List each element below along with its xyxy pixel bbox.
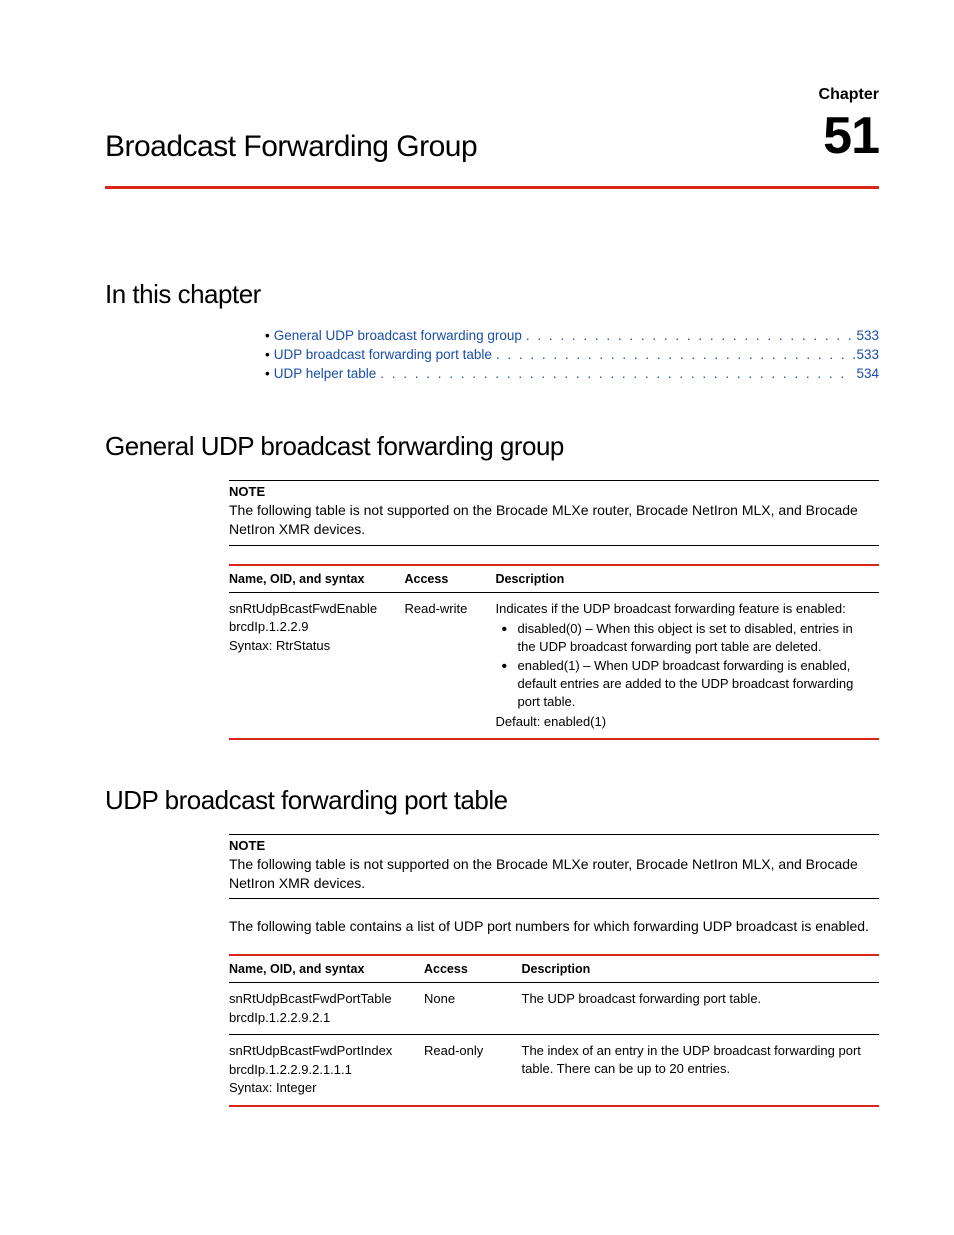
toc-leader: . . . . . . . . . . . . . . . . . . . . … xyxy=(376,366,856,381)
desc-bullet: enabled(1) – When UDP broadcast forwardi… xyxy=(518,657,872,710)
section-heading-in-this-chapter: In this chapter xyxy=(105,279,879,310)
table-row: snRtUdpBcastFwdEnable brcdIp.1.2.2.9 Syn… xyxy=(229,592,879,738)
cell-access: None xyxy=(424,983,522,1035)
mib-name: snRtUdpBcastFwdEnable xyxy=(229,600,397,618)
cell-name: snRtUdpBcastFwdEnable brcdIp.1.2.2.9 Syn… xyxy=(229,592,405,738)
mib-name: snRtUdpBcastFwdPortTable xyxy=(229,990,416,1008)
content-block-udp-port-table: NOTE The following table is not supporte… xyxy=(229,834,879,1107)
cell-access: Read-write xyxy=(405,592,496,738)
cell-name: snRtUdpBcastFwdPortTable brcdIp.1.2.2.9.… xyxy=(229,983,424,1035)
bullet-icon: • xyxy=(265,347,270,362)
toc-page[interactable]: 533 xyxy=(856,347,879,362)
col-header-description: Description xyxy=(522,955,880,983)
desc-bullet: disabled(0) – When this object is set to… xyxy=(518,620,872,655)
content-block-general-udp: NOTE The following table is not supporte… xyxy=(229,480,879,740)
cell-description: The index of an entry in the UDP broadca… xyxy=(522,1035,880,1106)
mib-syntax: Syntax: Integer xyxy=(229,1079,416,1097)
mib-name: snRtUdpBcastFwdPortIndex xyxy=(229,1042,416,1060)
toc-item: • General UDP broadcast forwarding group… xyxy=(265,328,879,343)
col-header-access: Access xyxy=(424,955,522,983)
toc-leader: . . . . . . . . . . . . . . . . . . . . … xyxy=(492,347,857,362)
mib-oid: brcdIp.1.2.2.9.2.1 xyxy=(229,1009,416,1027)
col-header-name: Name, OID, and syntax xyxy=(229,565,405,593)
cell-description: Indicates if the UDP broadcast forwardin… xyxy=(496,592,880,738)
bullet-icon: • xyxy=(265,328,270,343)
mib-table-general: Name, OID, and syntax Access Description… xyxy=(229,564,879,740)
toc-page[interactable]: 533 xyxy=(856,328,879,343)
desc-intro: Indicates if the UDP broadcast forwardin… xyxy=(496,600,872,618)
page-container: Chapter 51 Broadcast Forwarding Group In… xyxy=(0,0,954,1212)
toc-item: • UDP helper table . . . . . . . . . . .… xyxy=(265,366,879,381)
toc-link[interactable]: General UDP broadcast forwarding group xyxy=(274,328,522,343)
cell-access: Read-only xyxy=(424,1035,522,1106)
table-row: snRtUdpBcastFwdPortTable brcdIp.1.2.2.9.… xyxy=(229,983,879,1035)
section-heading-udp-port-table: UDP broadcast forwarding port table xyxy=(105,785,879,816)
note-text: The following table is not supported on … xyxy=(229,855,879,900)
cell-name: snRtUdpBcastFwdPortIndex brcdIp.1.2.2.9.… xyxy=(229,1035,424,1106)
table-row: snRtUdpBcastFwdPortIndex brcdIp.1.2.2.9.… xyxy=(229,1035,879,1106)
toc-leader: . . . . . . . . . . . . . . . . . . . . … xyxy=(522,328,857,343)
mib-syntax: Syntax: RtrStatus xyxy=(229,637,397,655)
toc-page[interactable]: 534 xyxy=(856,366,879,381)
mib-oid: brcdIp.1.2.2.9.2.1.1.1 xyxy=(229,1061,416,1079)
note-text: The following table is not supported on … xyxy=(229,501,879,546)
mib-oid: brcdIp.1.2.2.9 xyxy=(229,618,397,636)
chapter-header: Chapter 51 Broadcast Forwarding Group xyxy=(105,90,879,174)
col-header-description: Description xyxy=(496,565,880,593)
col-header-access: Access xyxy=(405,565,496,593)
chapter-rule xyxy=(105,186,879,189)
body-text: The following table contains a list of U… xyxy=(229,917,879,936)
toc-link[interactable]: UDP helper table xyxy=(274,366,377,381)
col-header-name: Name, OID, and syntax xyxy=(229,955,424,983)
note-label: NOTE xyxy=(229,834,879,853)
chapter-number: 51 xyxy=(823,106,879,166)
table-header-row: Name, OID, and syntax Access Description xyxy=(229,955,879,983)
note-label: NOTE xyxy=(229,480,879,499)
section-heading-general-udp: General UDP broadcast forwarding group xyxy=(105,431,879,462)
mib-table-port: Name, OID, and syntax Access Description… xyxy=(229,954,879,1107)
toc-item: • UDP broadcast forwarding port table . … xyxy=(265,347,879,362)
desc-default: Default: enabled(1) xyxy=(496,713,872,731)
toc: • General UDP broadcast forwarding group… xyxy=(265,328,879,381)
chapter-title: Broadcast Forwarding Group xyxy=(105,90,879,174)
chapter-label: Chapter xyxy=(819,86,879,104)
toc-link[interactable]: UDP broadcast forwarding port table xyxy=(274,347,492,362)
bullet-icon: • xyxy=(265,366,270,381)
cell-description: The UDP broadcast forwarding port table. xyxy=(522,983,880,1035)
table-header-row: Name, OID, and syntax Access Description xyxy=(229,565,879,593)
